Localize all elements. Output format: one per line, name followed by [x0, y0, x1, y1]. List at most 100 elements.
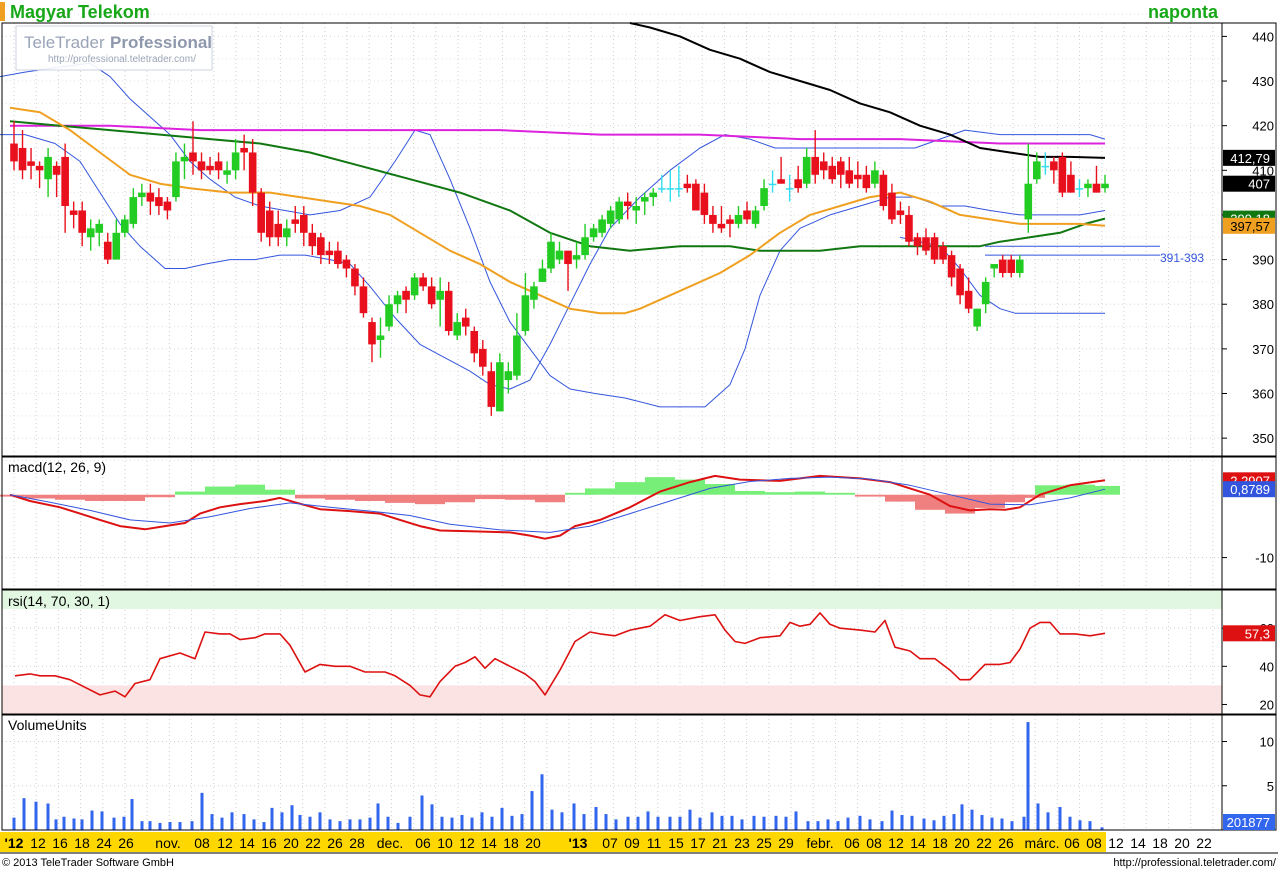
candle [1067, 161, 1075, 193]
volume-bar [270, 807, 274, 830]
candle-body [163, 201, 172, 211]
candle [146, 183, 155, 215]
volume-bar [572, 803, 576, 830]
volume-bar [328, 819, 332, 830]
volume-bar [668, 816, 672, 830]
candle [964, 277, 973, 314]
volume-bar [816, 821, 820, 830]
rsi-title: rsi(14, 70, 30, 1) [8, 593, 110, 609]
candle [248, 139, 257, 207]
date-label: 23 [734, 835, 750, 851]
candle-body [206, 165, 214, 171]
date-label: 20 [525, 835, 541, 851]
macd-histogram-bar [735, 490, 765, 495]
volume-bar [318, 812, 322, 830]
candle-body [521, 295, 530, 332]
volume-title: VolumeUnits [8, 717, 87, 733]
candle-body [572, 255, 581, 260]
date-label: 10 [437, 835, 453, 851]
candle-body [291, 219, 300, 224]
candle [206, 156, 214, 175]
y-tick-label: 410 [1252, 163, 1274, 178]
candle [1024, 143, 1033, 233]
candle [214, 152, 223, 180]
candle-body [657, 188, 666, 190]
candle [845, 156, 854, 189]
candle [640, 192, 649, 215]
candle [419, 272, 427, 291]
volume-bar [900, 814, 904, 830]
candle-body [393, 295, 402, 305]
candle [112, 219, 121, 260]
candle [427, 277, 436, 309]
candle-body [564, 250, 572, 265]
volume-bar [298, 814, 302, 830]
candle [811, 130, 820, 184]
date-label: dec. [377, 835, 403, 851]
volume-bar [990, 817, 994, 830]
footer-url: http://professional.teletrader.com/ [1113, 857, 1277, 869]
candle [513, 313, 521, 381]
last-value-text: 57,3 [1245, 626, 1270, 641]
candle [86, 219, 95, 251]
volume-bar [626, 816, 630, 830]
candle-body [956, 268, 964, 296]
candle-body [828, 165, 837, 180]
candle-body [317, 237, 325, 256]
date-label: 18 [1152, 835, 1168, 851]
candle [1092, 165, 1101, 193]
candle [743, 201, 751, 224]
candle-body [197, 161, 206, 171]
macd-histogram-bar [25, 494, 55, 499]
candle [572, 241, 581, 269]
candle [402, 286, 410, 314]
volume-bar [122, 816, 126, 830]
macd-histogram-bar [205, 486, 235, 495]
candle-body [709, 214, 717, 224]
price-overlay-line-1 [0, 129, 1106, 390]
volume-bar [952, 814, 956, 830]
candle-body [1075, 188, 1084, 190]
macd-histogram-bar [1015, 494, 1045, 498]
macd-histogram-bar [995, 494, 1025, 503]
candle-body [513, 335, 521, 376]
volume-bar [158, 822, 162, 830]
volume-bar [1022, 816, 1026, 830]
candle [461, 308, 470, 336]
candle-body [1101, 183, 1109, 189]
candle-body [649, 192, 658, 198]
date-label: 12 [459, 835, 475, 851]
candle-body [683, 183, 692, 189]
volume-bar [970, 809, 974, 830]
date-label: 16 [52, 835, 68, 851]
date-label: 06 [1064, 835, 1080, 851]
candle-body [990, 264, 998, 269]
volume-bar [386, 816, 390, 830]
candle [1007, 255, 1016, 278]
candle [504, 362, 513, 394]
candle [265, 201, 274, 247]
y-tick-label: 350 [1252, 431, 1274, 446]
candle-body [257, 192, 265, 233]
volume-bar [614, 819, 618, 830]
volume-bar [90, 810, 94, 830]
volume-bar [12, 817, 16, 830]
date-label: 14 [239, 835, 255, 851]
candle-body [1067, 174, 1075, 193]
volume-bar [910, 815, 914, 830]
y-tick-label: 420 [1252, 119, 1274, 134]
date-label: 08 [194, 835, 210, 851]
last-value-text: 201877 [1227, 815, 1270, 830]
axis-frame-2 [1221, 589, 1277, 715]
candle [436, 277, 444, 327]
date-axis: '12 12 16 18 24 26 nov. 08 12 14 16 20 22 26 28 dec. 06 1… [0, 831, 1278, 854]
date-label: '12 [5, 835, 24, 851]
level-annotation: 391-393 [1160, 251, 1204, 265]
candle-body [1033, 161, 1041, 180]
date-label: 12 [217, 835, 233, 851]
candle [777, 156, 785, 184]
volume-bar [932, 820, 936, 830]
candle-body [964, 290, 973, 309]
